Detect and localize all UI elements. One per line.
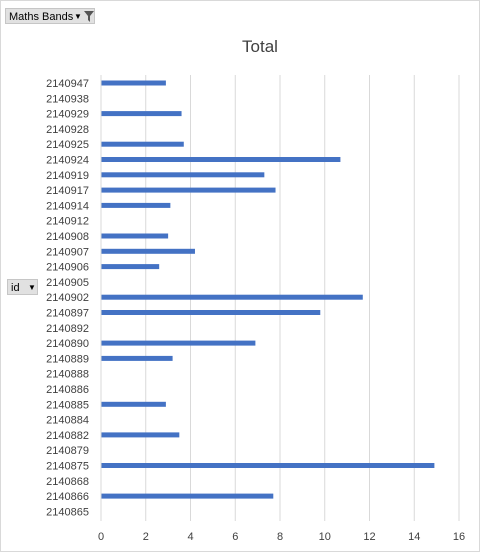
dropdown-caret-icon: ▼ <box>74 12 82 21</box>
y-tick-label: 2140917 <box>46 185 89 197</box>
y-tick-label: 2140882 <box>46 430 89 442</box>
dropdown-caret-icon: ▼ <box>28 283 36 292</box>
bar[interactable] <box>101 233 169 239</box>
y-tick-label: 2140897 <box>46 308 89 320</box>
bar[interactable] <box>101 463 435 468</box>
bar[interactable] <box>101 248 195 254</box>
y-tick-label: 2140928 <box>46 124 89 136</box>
bar[interactable] <box>101 264 160 270</box>
y-tick-label: 2140868 <box>46 476 89 488</box>
y-tick-label: 2140914 <box>46 200 89 212</box>
x-tick-label: 10 <box>319 531 331 543</box>
y-tick-label: 2140919 <box>46 170 89 182</box>
x-tick-label: 12 <box>363 531 375 543</box>
y-tick-label: 2140866 <box>46 491 89 503</box>
bar[interactable] <box>101 340 256 346</box>
y-tick-label: 2140907 <box>46 246 89 258</box>
y-tick-label: 2140888 <box>46 369 89 381</box>
x-tick-label: 6 <box>232 531 238 543</box>
bar[interactable] <box>101 141 184 147</box>
y-tick-label: 2140905 <box>46 277 89 289</box>
y-tick-label: 2140890 <box>46 338 89 350</box>
bar[interactable] <box>101 202 171 208</box>
y-tick-label: 2140906 <box>46 262 89 274</box>
id-field-label: id <box>11 282 20 294</box>
bar[interactable] <box>101 172 265 178</box>
bar[interactable] <box>101 493 274 499</box>
bar[interactable] <box>101 432 180 438</box>
y-tick-label: 2140879 <box>46 445 89 457</box>
x-tick-label: 16 <box>453 531 465 543</box>
y-tick-label: 2140924 <box>46 155 89 167</box>
y-tick-label: 2140947 <box>46 78 89 90</box>
x-tick-label: 4 <box>187 531 193 543</box>
y-tick-label: 2140929 <box>46 109 89 121</box>
maths-bands-filter-button[interactable]: Maths Bands ▼ <box>5 8 95 24</box>
y-tick-label: 2140892 <box>46 323 89 335</box>
y-tick-label: 2140885 <box>46 399 89 411</box>
bar[interactable] <box>101 80 166 86</box>
y-tick-label: 2140902 <box>46 292 89 304</box>
bar[interactable] <box>101 401 166 407</box>
id-field-button[interactable]: id ▼ <box>7 279 38 295</box>
y-tick-label: 2140908 <box>46 231 89 243</box>
y-tick-label: 2140938 <box>46 93 89 105</box>
bar[interactable] <box>101 157 341 162</box>
x-tick-label: 8 <box>277 531 283 543</box>
x-tick-label: 0 <box>98 531 104 543</box>
bar[interactable] <box>101 111 182 117</box>
y-tick-label: 2140912 <box>46 216 89 228</box>
y-tick-label: 2140865 <box>46 506 89 518</box>
bar[interactable] <box>101 294 363 300</box>
bar[interactable] <box>101 310 321 315</box>
bar[interactable] <box>101 187 276 193</box>
y-tick-label: 2140925 <box>46 139 89 151</box>
y-tick-label: 2140886 <box>46 384 89 396</box>
filter-funnel-icon <box>84 11 94 22</box>
bar[interactable] <box>101 355 173 361</box>
y-tick-label: 2140889 <box>46 353 89 365</box>
filter-button-label: Maths Bands <box>9 11 74 23</box>
y-tick-label: 2140884 <box>46 415 89 427</box>
x-tick-label: 14 <box>408 531 420 543</box>
y-tick-label: 2140875 <box>46 461 89 473</box>
chart-title: Total <box>242 37 278 56</box>
x-tick-label: 2 <box>143 531 149 543</box>
